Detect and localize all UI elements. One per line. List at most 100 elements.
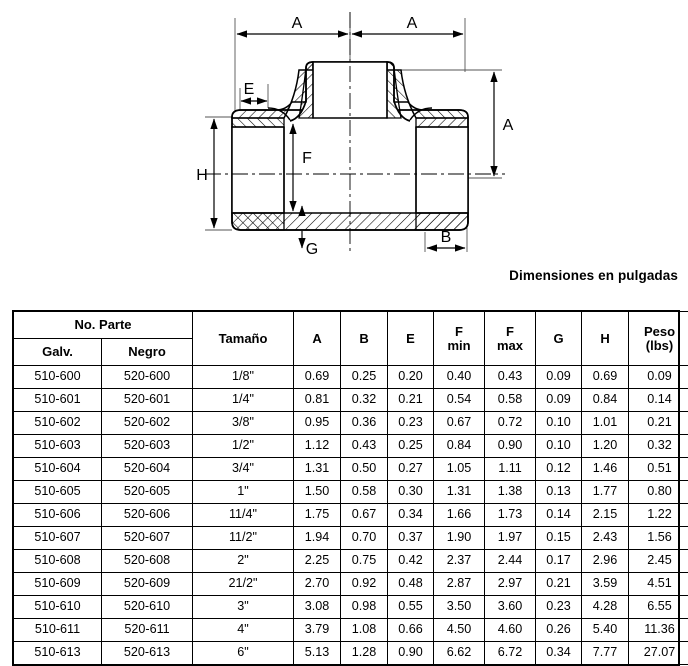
dimensions-table: No. Parte Tamaño A B E F min F max G H P… [13, 311, 688, 665]
cell-e: 0.48 [388, 573, 434, 596]
cell-negro: 520-602 [102, 412, 193, 435]
cell-g: 0.14 [536, 504, 582, 527]
cell-fmin: 1.66 [434, 504, 485, 527]
cell-b: 0.75 [341, 550, 388, 573]
cell-fmax: 1.11 [485, 458, 536, 481]
cell-tamano: 21/2" [193, 573, 294, 596]
cell-h: 1.77 [582, 481, 629, 504]
cell-e: 0.20 [388, 366, 434, 389]
cell-negro: 520-611 [102, 619, 193, 642]
header-f-min-line2: min [434, 339, 484, 353]
header-negro: Negro [102, 339, 193, 366]
cell-b: 0.58 [341, 481, 388, 504]
cell-peso: 4.51 [629, 573, 688, 596]
dimension-a-right: A [352, 15, 463, 34]
cell-negro: 520-603 [102, 435, 193, 458]
cell-e: 0.90 [388, 642, 434, 665]
cell-fmax: 0.72 [485, 412, 536, 435]
header-f-max: F max [485, 312, 536, 366]
cell-fmax: 0.58 [485, 389, 536, 412]
cell-negro: 520-604 [102, 458, 193, 481]
cell-a: 1.75 [294, 504, 341, 527]
dimension-label-g: G [306, 241, 318, 258]
cell-h: 2.15 [582, 504, 629, 527]
cell-peso: 6.55 [629, 596, 688, 619]
cell-tamano: 11/2" [193, 527, 294, 550]
cell-a: 2.70 [294, 573, 341, 596]
cell-b: 0.98 [341, 596, 388, 619]
header-b: B [341, 312, 388, 366]
cell-peso: 0.09 [629, 366, 688, 389]
cell-fmax: 2.44 [485, 550, 536, 573]
cell-tamano: 6" [193, 642, 294, 665]
cell-peso: 0.32 [629, 435, 688, 458]
cell-e: 0.27 [388, 458, 434, 481]
cell-e: 0.21 [388, 389, 434, 412]
tee-fitting-svg: A A A H E F G [0, 0, 688, 262]
dimension-a-vertical: A [494, 72, 514, 176]
cell-negro: 520-606 [102, 504, 193, 527]
cell-tamano: 2" [193, 550, 294, 573]
cell-a: 3.79 [294, 619, 341, 642]
cell-peso: 0.51 [629, 458, 688, 481]
cell-a: 1.12 [294, 435, 341, 458]
cell-galv: 510-607 [14, 527, 102, 550]
table-caption: Dimensiones en pulgadas [509, 268, 678, 283]
cell-g: 0.26 [536, 619, 582, 642]
cell-h: 1.46 [582, 458, 629, 481]
cell-a: 0.81 [294, 389, 341, 412]
cell-h: 1.01 [582, 412, 629, 435]
cell-peso: 11.36 [629, 619, 688, 642]
cell-h: 0.69 [582, 366, 629, 389]
cell-a: 5.13 [294, 642, 341, 665]
cell-tamano: 3/8" [193, 412, 294, 435]
cell-e: 0.66 [388, 619, 434, 642]
cell-fmin: 1.05 [434, 458, 485, 481]
cell-a: 0.69 [294, 366, 341, 389]
cell-peso: 1.56 [629, 527, 688, 550]
cell-peso: 0.21 [629, 412, 688, 435]
dimension-label-f: F [302, 150, 312, 167]
dimension-a-left: A [237, 15, 348, 34]
cell-h: 1.20 [582, 435, 629, 458]
cell-fmin: 2.87 [434, 573, 485, 596]
cell-negro: 520-607 [102, 527, 193, 550]
cell-galv: 510-600 [14, 366, 102, 389]
dimension-h: H [196, 119, 214, 228]
cell-tamano: 3/4" [193, 458, 294, 481]
cell-g: 0.12 [536, 458, 582, 481]
cell-galv: 510-610 [14, 596, 102, 619]
cell-galv: 510-613 [14, 642, 102, 665]
cell-fmax: 1.73 [485, 504, 536, 527]
header-f-min-line1: F [434, 325, 484, 339]
header-no-parte: No. Parte [14, 312, 193, 339]
cell-fmin: 4.50 [434, 619, 485, 642]
cell-g: 0.17 [536, 550, 582, 573]
cell-h: 4.28 [582, 596, 629, 619]
cell-b: 1.28 [341, 642, 388, 665]
cell-fmin: 2.37 [434, 550, 485, 573]
cell-tamano: 11/4" [193, 504, 294, 527]
cell-fmin: 3.50 [434, 596, 485, 619]
cell-galv: 510-603 [14, 435, 102, 458]
cell-fmax: 0.90 [485, 435, 536, 458]
cell-tamano: 1/2" [193, 435, 294, 458]
header-e: E [388, 312, 434, 366]
cell-galv: 510-611 [14, 619, 102, 642]
cell-galv: 510-601 [14, 389, 102, 412]
cell-fmax: 4.60 [485, 619, 536, 642]
cell-h: 2.96 [582, 550, 629, 573]
header-f-min: F min [434, 312, 485, 366]
cell-a: 1.50 [294, 481, 341, 504]
cell-peso: 1.22 [629, 504, 688, 527]
cell-peso: 0.80 [629, 481, 688, 504]
dimension-label-a-vertical: A [503, 117, 514, 134]
